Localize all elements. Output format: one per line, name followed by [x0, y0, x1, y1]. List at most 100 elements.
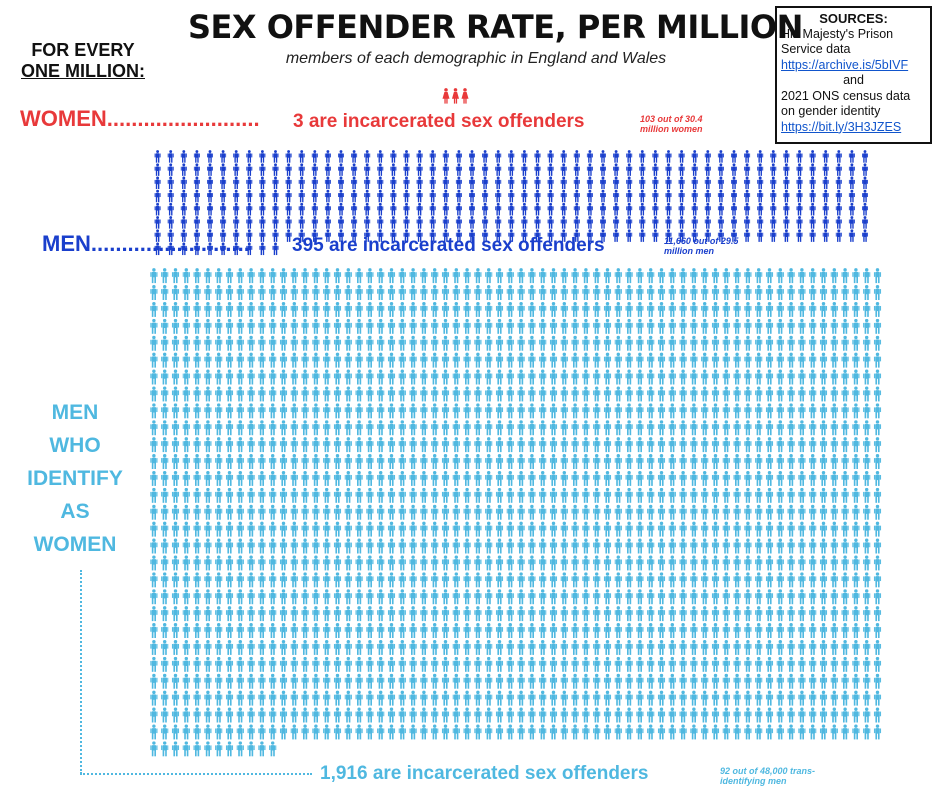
trans-icon: [333, 589, 342, 605]
trans-icon: [863, 454, 871, 470]
trans-icon: [787, 285, 795, 301]
trans-icon: [279, 352, 288, 368]
men-icon: [390, 163, 397, 176]
trans-icon: [744, 639, 752, 655]
trans-icon: [852, 318, 860, 334]
trans-icon: [539, 386, 547, 402]
trans-icon: [625, 487, 633, 503]
trans-icon: [301, 707, 309, 723]
trans-icon: [517, 285, 525, 301]
trans-icon: [441, 673, 450, 689]
trans-icon: [193, 437, 201, 453]
trans-icon: [161, 606, 169, 622]
trans-icon: [841, 403, 849, 419]
men-icon: [364, 229, 371, 242]
trans-icon: [398, 707, 406, 723]
trans-icon: [798, 656, 806, 672]
men-icon: [626, 216, 633, 229]
trans-icon: [841, 606, 849, 622]
trans-icon: [614, 555, 622, 571]
trans-icon: [312, 318, 320, 334]
trans-icon: [150, 724, 158, 740]
trans-icon: [582, 656, 590, 672]
trans-icon: [863, 555, 871, 571]
trans-icon: [398, 369, 406, 385]
trans-icon: [387, 285, 396, 301]
trans-icon: [344, 639, 352, 655]
trans-icon: [679, 301, 687, 317]
men-icon: [180, 216, 187, 229]
men-icon: [822, 176, 829, 190]
trans-icon: [344, 301, 352, 317]
trans-icon: [247, 335, 255, 351]
men-icon: [717, 176, 724, 190]
trans-icon: [852, 538, 860, 554]
trans-icon: [744, 606, 752, 622]
trans-icon: [333, 504, 342, 520]
men-icon: [521, 150, 528, 163]
trans-icon: [193, 572, 201, 588]
trans-icon: [301, 335, 309, 351]
men-icon: [167, 229, 174, 242]
men-icon: [573, 229, 580, 242]
trans-icon: [614, 623, 622, 639]
trans-icon: [215, 386, 223, 402]
men-icon: [862, 202, 868, 216]
trans-icon: [841, 470, 849, 486]
sources-link-1[interactable]: https://archive.is/5bIVF: [781, 57, 909, 72]
trans-icon: [657, 724, 666, 740]
men-icon: [364, 163, 371, 176]
trans-icon: [387, 724, 396, 740]
trans-icon: [258, 690, 266, 706]
trans-icon: [830, 268, 838, 284]
trans-icon: [441, 623, 450, 639]
trans-icon: [301, 352, 309, 368]
trans-icon: [549, 437, 558, 453]
trans-icon: [506, 673, 514, 689]
trans-icon: [819, 318, 828, 334]
men-icon: [207, 216, 213, 229]
trans-icon: [549, 403, 558, 419]
trans-icon: [474, 352, 482, 368]
men-icon: [665, 150, 672, 163]
trans-icon: [333, 420, 342, 436]
men-icon: [233, 216, 240, 229]
trans-icon: [668, 318, 676, 334]
men-icon: [390, 176, 397, 190]
men-icon: [351, 176, 358, 190]
trans-icon: [333, 656, 342, 672]
trans-icon: [863, 639, 871, 655]
trans-icon: [323, 285, 331, 301]
men-icon: [154, 163, 161, 176]
trans-icon: [161, 301, 169, 317]
trans-icon: [312, 673, 320, 689]
trans-icon: [323, 521, 331, 537]
trans-icon: [301, 555, 309, 571]
trans-icon: [431, 673, 439, 689]
trans-icon: [225, 318, 234, 334]
trans-icon: [830, 470, 838, 486]
trans-icon: [625, 285, 633, 301]
men-icon: [167, 189, 174, 203]
trans-icon: [593, 403, 601, 419]
trans-icon: [409, 504, 417, 520]
trans-icon: [852, 285, 860, 301]
trans-icon: [593, 369, 601, 385]
trans-icon: [722, 386, 730, 402]
trans-icon: [171, 301, 180, 317]
trans-icon: [387, 301, 396, 317]
trans-icon: [863, 285, 871, 301]
trans-icon: [398, 656, 406, 672]
trans-icon: [269, 420, 277, 436]
trans-icon: [150, 470, 158, 486]
trans-icon: [517, 606, 525, 622]
men-icon: [324, 176, 331, 190]
trans-icon: [269, 741, 277, 757]
trans-icon: [333, 606, 342, 622]
trans-icon: [679, 454, 687, 470]
sources-link-2[interactable]: https://bit.ly/3H3JZES: [781, 119, 902, 134]
trans-icon: [798, 454, 806, 470]
men-icon: [678, 189, 685, 203]
trans-icon: [398, 470, 406, 486]
trans-icon: [344, 268, 352, 284]
